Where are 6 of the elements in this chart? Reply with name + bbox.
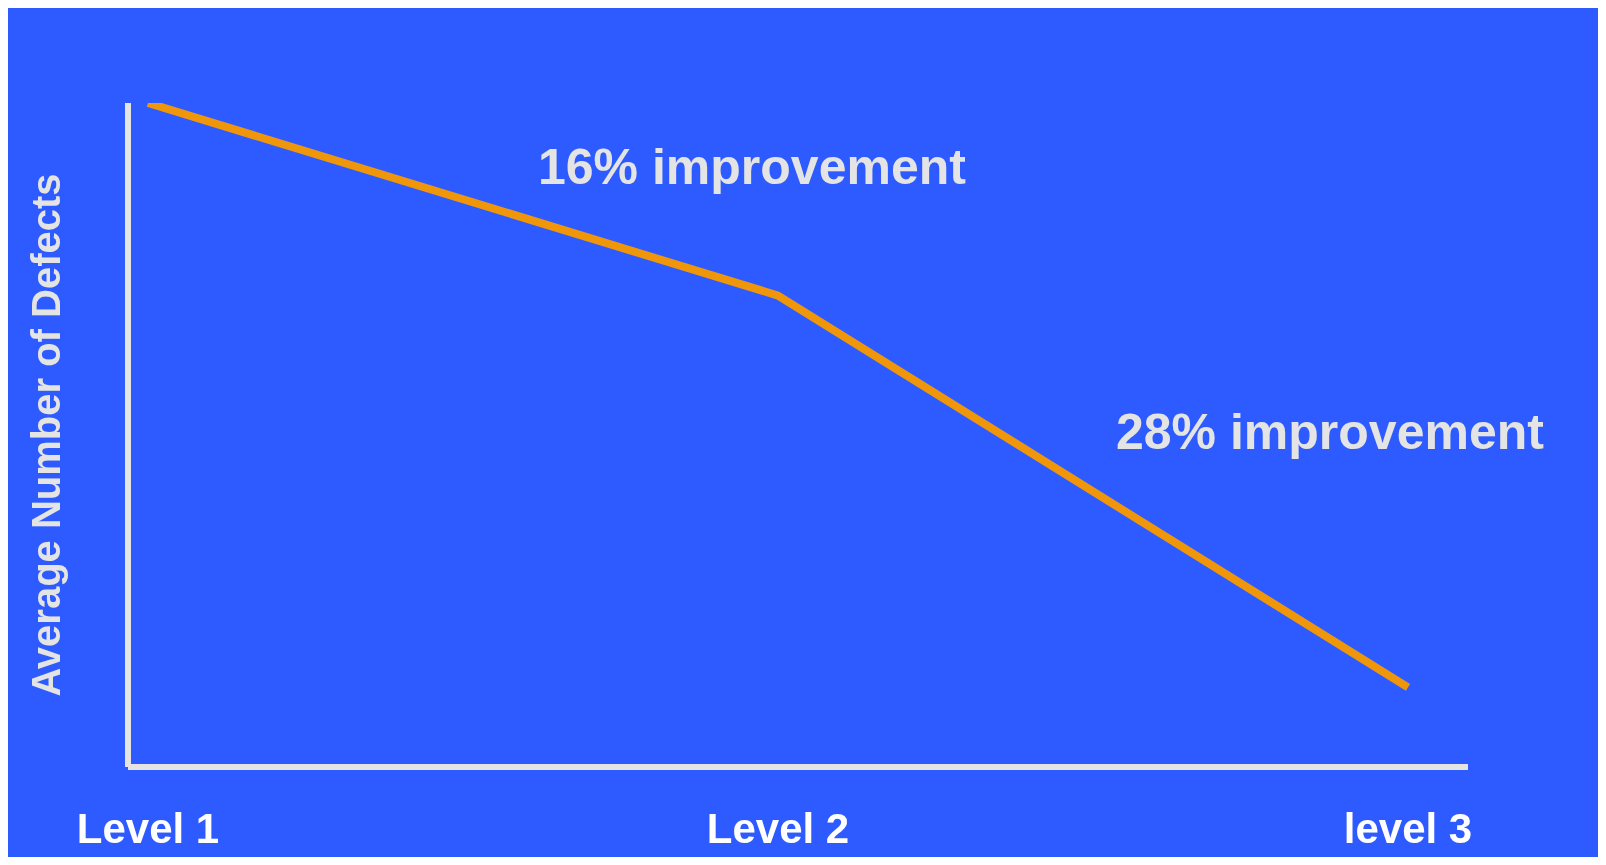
x-tick-label: level 3 <box>1343 804 1473 852</box>
x-tick-label: Level 2 <box>706 804 850 852</box>
annotation: 28% improvement <box>1116 403 1544 461</box>
annotation: 16% improvement <box>538 138 966 196</box>
y-axis-title: Average Number of Defects <box>24 173 69 697</box>
x-tick-label: Level 1 <box>76 804 220 852</box>
